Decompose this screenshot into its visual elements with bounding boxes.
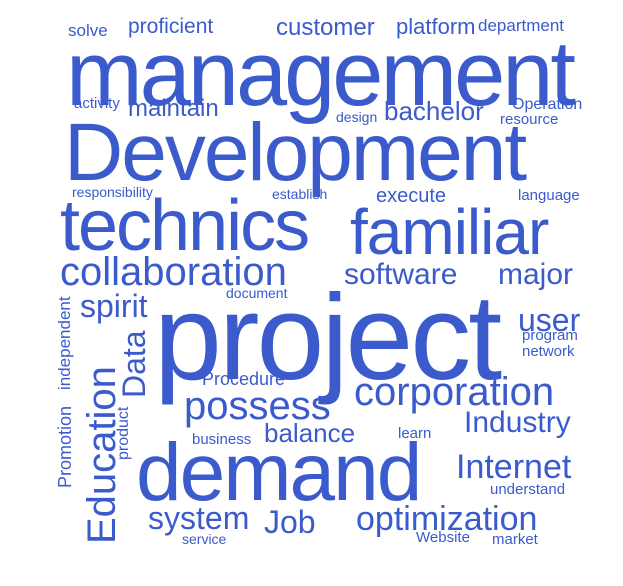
word-corporation: corporation (354, 370, 555, 414)
word-customer: customer (276, 14, 375, 41)
word-collaboration: collaboration (60, 250, 287, 294)
word-program: program (522, 327, 578, 344)
word-optimization: optimization (356, 500, 538, 538)
word-bachelor: bachelor (384, 96, 484, 126)
word-user: user (518, 302, 581, 338)
word-business: business (192, 431, 252, 448)
word-market: market (492, 531, 538, 548)
word-Operation: Operation (512, 96, 583, 113)
word-familiar: familiar (350, 196, 549, 268)
word-Development: Development (64, 107, 527, 198)
word-Promotion: Promotion (55, 405, 75, 488)
word-technics: technics (60, 186, 310, 266)
word-Data: Data (116, 330, 152, 398)
word-design: design (336, 109, 378, 125)
word-demand: demand (136, 427, 422, 518)
word-balance: balance (264, 418, 356, 448)
word-software: software (344, 258, 458, 291)
word-Procedure: Procedure (202, 369, 286, 389)
word-maintain: maintain (128, 95, 219, 122)
word-major: major (498, 258, 574, 291)
word-Website: Website (416, 529, 470, 546)
word-possess: possess (184, 384, 331, 428)
word-activity: activity (74, 95, 120, 112)
word-execute: execute (376, 185, 447, 207)
word-product: product (115, 406, 132, 460)
word-Internet: Internet (456, 448, 572, 486)
word-service: service (182, 531, 227, 547)
word-language: language (518, 187, 580, 204)
word-department: department (478, 16, 564, 35)
word-understand: understand (490, 481, 566, 498)
word-platform: platform (396, 14, 476, 39)
word-Job: Job (264, 504, 316, 540)
word-project: project (154, 269, 502, 405)
word-Industry: Industry (464, 406, 571, 439)
word-independent: independent (55, 296, 74, 390)
word-responsibility: responsibility (72, 184, 153, 200)
word-document: document (226, 285, 288, 301)
word-establish: establish (272, 186, 328, 202)
word-solve: solve (68, 21, 108, 40)
word-resource: resource (500, 111, 559, 128)
word-learn: learn (398, 425, 432, 442)
word-management: management (66, 23, 576, 125)
word-network: network (522, 343, 575, 360)
word-proficient: proficient (128, 15, 214, 38)
word-system: system (148, 500, 250, 536)
word-spirit: spirit (80, 288, 148, 324)
